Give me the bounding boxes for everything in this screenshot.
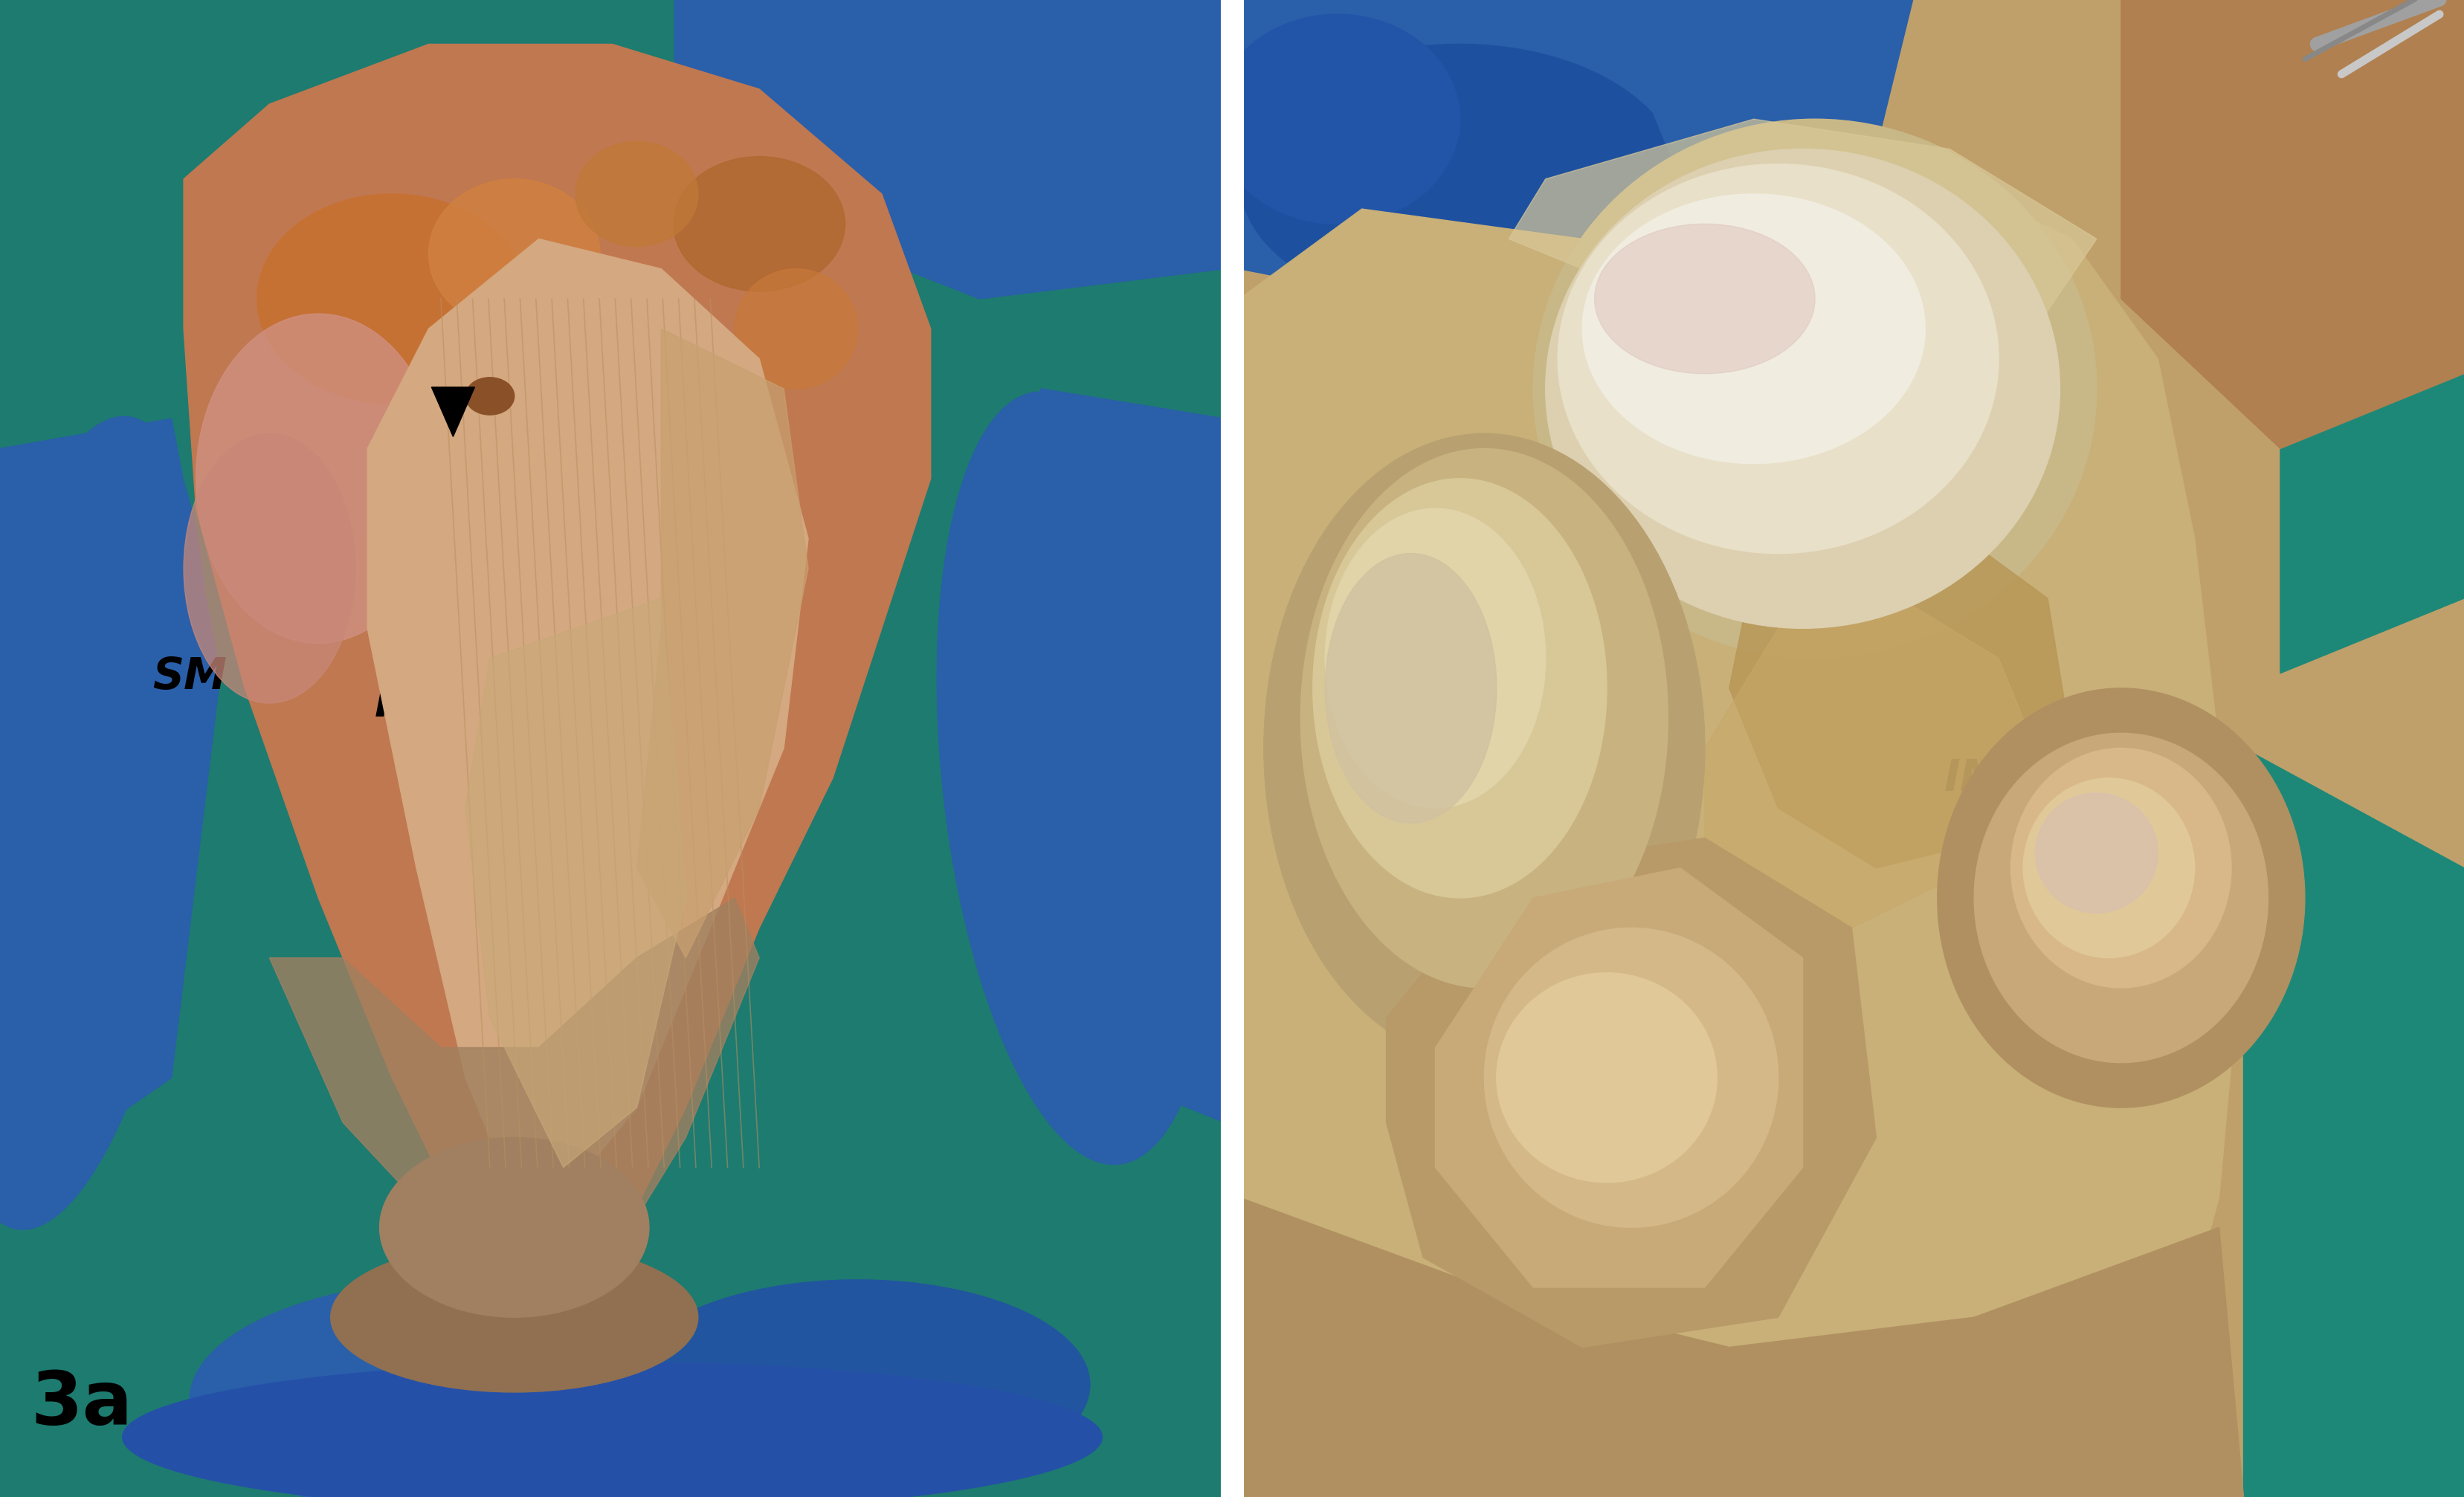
Text: IM: IM bbox=[1944, 757, 2003, 799]
Polygon shape bbox=[269, 898, 759, 1287]
Text: 3a: 3a bbox=[30, 1368, 133, 1440]
Polygon shape bbox=[185, 45, 931, 1287]
Text: SM: SM bbox=[153, 656, 227, 698]
Ellipse shape bbox=[936, 392, 1217, 1165]
Text: IM: IM bbox=[375, 683, 434, 725]
Polygon shape bbox=[1607, 0, 1912, 180]
Ellipse shape bbox=[1326, 554, 1496, 823]
Ellipse shape bbox=[1301, 449, 1668, 988]
Ellipse shape bbox=[190, 1280, 742, 1497]
Ellipse shape bbox=[2011, 748, 2232, 988]
Ellipse shape bbox=[379, 1138, 648, 1317]
Ellipse shape bbox=[2023, 778, 2195, 958]
Polygon shape bbox=[2279, 0, 2464, 674]
Ellipse shape bbox=[734, 269, 857, 389]
Polygon shape bbox=[431, 388, 476, 437]
Text: NAV: NAV bbox=[2144, 862, 2245, 904]
Polygon shape bbox=[0, 419, 219, 1198]
Ellipse shape bbox=[466, 377, 515, 415]
Ellipse shape bbox=[1582, 195, 1924, 464]
Bar bbox=[0, 1407, 1225, 1497]
Polygon shape bbox=[2122, 0, 2464, 449]
Text: IP: IP bbox=[503, 635, 549, 677]
Polygon shape bbox=[1005, 389, 1225, 1123]
Ellipse shape bbox=[0, 418, 207, 1229]
Polygon shape bbox=[1387, 838, 1875, 1347]
Ellipse shape bbox=[2035, 793, 2158, 913]
Polygon shape bbox=[1239, 0, 1828, 329]
Text: CAL: CAL bbox=[1419, 728, 1513, 769]
Text: CU: CU bbox=[1621, 967, 1690, 1009]
Ellipse shape bbox=[1557, 165, 1998, 554]
Ellipse shape bbox=[577, 142, 697, 247]
Ellipse shape bbox=[1974, 734, 2267, 1063]
Polygon shape bbox=[1730, 509, 2072, 868]
Ellipse shape bbox=[429, 180, 601, 329]
Polygon shape bbox=[367, 240, 808, 1198]
Polygon shape bbox=[0, 0, 673, 210]
Ellipse shape bbox=[1326, 509, 1545, 808]
Ellipse shape bbox=[1533, 120, 2097, 659]
Ellipse shape bbox=[330, 1243, 697, 1392]
Polygon shape bbox=[1239, 180, 2245, 1497]
Ellipse shape bbox=[1483, 928, 1779, 1228]
Ellipse shape bbox=[123, 1362, 1101, 1497]
Ellipse shape bbox=[1239, 45, 1680, 314]
Ellipse shape bbox=[1545, 150, 2060, 629]
Polygon shape bbox=[673, 0, 1225, 299]
Ellipse shape bbox=[1594, 225, 1816, 374]
Ellipse shape bbox=[673, 157, 845, 292]
Ellipse shape bbox=[197, 314, 441, 644]
Text: LP: LP bbox=[547, 922, 606, 964]
Ellipse shape bbox=[1313, 479, 1607, 898]
Polygon shape bbox=[1239, 1198, 2245, 1497]
Polygon shape bbox=[1437, 868, 1804, 1287]
Text: SP: SP bbox=[668, 713, 729, 754]
Text: TA: TA bbox=[1858, 458, 1919, 500]
Text: 3b: 3b bbox=[1269, 1368, 1375, 1440]
Polygon shape bbox=[1508, 120, 2097, 329]
Ellipse shape bbox=[1215, 15, 1459, 225]
Polygon shape bbox=[2245, 748, 2464, 1497]
Polygon shape bbox=[636, 329, 808, 958]
Ellipse shape bbox=[623, 1280, 1089, 1490]
Polygon shape bbox=[1705, 599, 2048, 928]
Ellipse shape bbox=[256, 195, 527, 404]
Ellipse shape bbox=[1937, 689, 2304, 1108]
Ellipse shape bbox=[1496, 973, 1717, 1183]
Ellipse shape bbox=[185, 434, 355, 704]
Polygon shape bbox=[466, 599, 685, 1168]
Ellipse shape bbox=[1264, 434, 1705, 1063]
